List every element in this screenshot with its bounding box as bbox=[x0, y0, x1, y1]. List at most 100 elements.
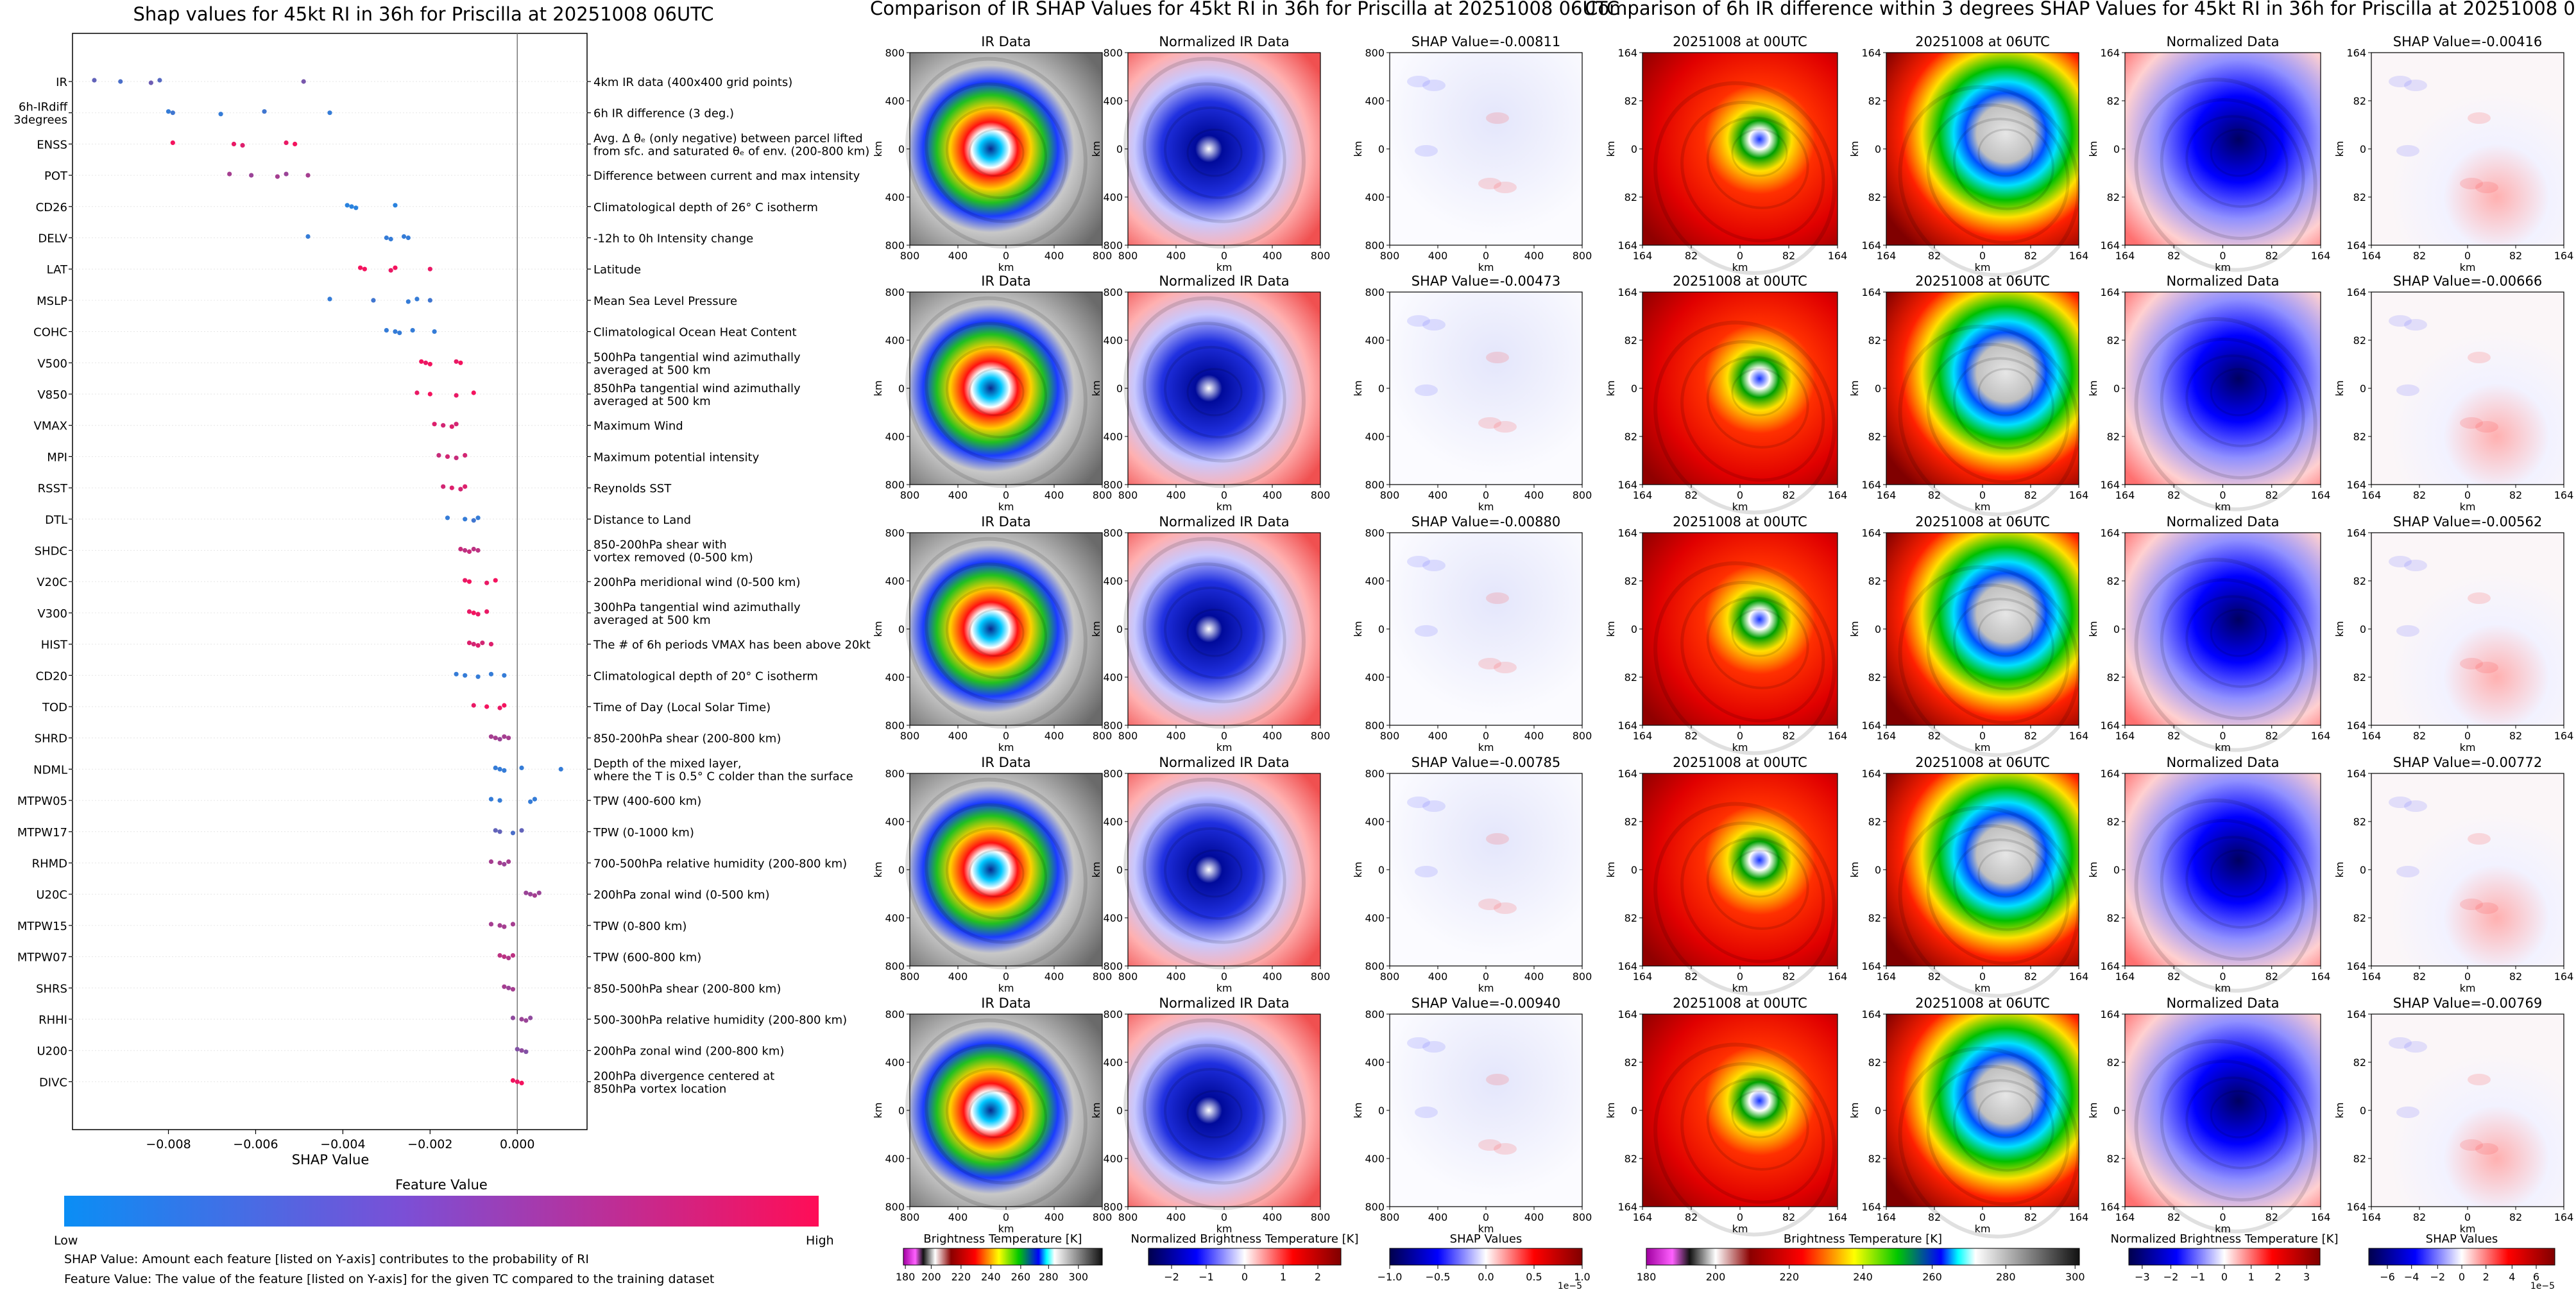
cloud-band bbox=[1653, 81, 1837, 275]
colorbar-tick-label: 260 bbox=[1011, 1271, 1031, 1283]
map-ytick-label: 164 bbox=[2100, 768, 2120, 780]
map-xtick-label: 82 bbox=[2413, 250, 2426, 262]
map-xtick-label: 82 bbox=[2413, 1211, 2426, 1223]
map-ytick-label: 82 bbox=[1625, 816, 1637, 828]
shap-point bbox=[471, 642, 476, 647]
map-xtick-label: 164 bbox=[2069, 970, 2089, 983]
map-xlabel: km bbox=[2460, 501, 2476, 513]
map-xtick-label: 82 bbox=[2509, 1211, 2522, 1223]
map-panel-dn bbox=[2125, 533, 2321, 725]
map-xtick-label: 164 bbox=[2115, 489, 2135, 501]
panel-title: 20251008 at 06UTC bbox=[1915, 995, 2050, 1011]
map-ytick-label: 164 bbox=[1861, 479, 1881, 491]
map-xlabel: km bbox=[1478, 1223, 1494, 1235]
shap-blob bbox=[1478, 899, 1501, 910]
map-ytick-label: 800 bbox=[885, 286, 905, 298]
feature-desc-label: Climatological Ocean Heat Content bbox=[593, 326, 797, 340]
map-ytick-label: 800 bbox=[1365, 286, 1385, 298]
shap-blob bbox=[2475, 182, 2498, 193]
panel-title: Normalized Data bbox=[2167, 514, 2280, 530]
cloud-band bbox=[1952, 117, 2054, 211]
feature-desc-label: 850-500hPa shear (200-800 km) bbox=[593, 982, 781, 995]
shap-point bbox=[497, 737, 502, 742]
map-ytick-label: 0 bbox=[898, 864, 905, 876]
cloud-band bbox=[2160, 338, 2305, 479]
shap-value-title: SHAP Value=-0.00880 bbox=[1412, 514, 1561, 530]
map-ytick-label: 164 bbox=[1617, 239, 1637, 252]
map-xtick-label: 82 bbox=[2265, 730, 2278, 742]
feature-desc-label: Difference between current and max inten… bbox=[593, 169, 860, 183]
colorbar-tick-label: 0 bbox=[2221, 1271, 2228, 1283]
map-xtick-label: 82 bbox=[1685, 489, 1698, 501]
map-xtick-label: 0 bbox=[1221, 970, 1227, 983]
map-xtick-label: 164 bbox=[2362, 489, 2382, 501]
shap-point bbox=[262, 109, 267, 114]
map-xtick-label: 164 bbox=[2311, 250, 2331, 262]
cloud-band bbox=[1706, 837, 1809, 930]
map-ytick-label: 82 bbox=[1868, 1153, 1881, 1165]
feature-desc-label: Depth of the mixed layer, bbox=[593, 757, 742, 770]
shap-point bbox=[510, 1078, 516, 1083]
map-xtick-label: 164 bbox=[1877, 970, 1897, 983]
map-xtick-label: 0 bbox=[1221, 489, 1227, 501]
map-xlabel: km bbox=[2460, 1223, 2476, 1235]
map-ytick-label: 800 bbox=[1365, 479, 1385, 491]
panel-title: 20251008 at 00UTC bbox=[1673, 273, 1807, 289]
colorbar-tick-label: 240 bbox=[1853, 1271, 1873, 1283]
shap-blob bbox=[2404, 800, 2427, 812]
shap-point bbox=[410, 327, 415, 333]
feature-desc-label: Maximum Wind bbox=[593, 420, 683, 433]
map-xlabel: km bbox=[1732, 501, 1748, 513]
map-ytick-label: 82 bbox=[2107, 575, 2120, 587]
colorbar-tick-label: 0.5 bbox=[1526, 1271, 1542, 1283]
panel-title: 20251008 at 06UTC bbox=[1915, 34, 2050, 49]
map-ytick-label: 0 bbox=[1116, 1105, 1123, 1117]
shap-point bbox=[502, 861, 507, 867]
map-ytick-label: 164 bbox=[2346, 47, 2366, 59]
map-ylabel: km bbox=[1605, 621, 1617, 637]
feature-desc-label: 850-200hPa shear with bbox=[593, 538, 727, 552]
map-ytick-label: 800 bbox=[885, 1008, 905, 1021]
map-ylabel: km bbox=[1848, 141, 1861, 157]
colorbar-tick-label: −1.0 bbox=[1378, 1271, 1403, 1283]
map-ytick-label: 800 bbox=[885, 1201, 905, 1213]
map-xtick-label: 0 bbox=[1483, 730, 1489, 742]
cloud-band bbox=[2134, 1039, 2317, 1234]
map-xtick-label: 82 bbox=[2167, 1211, 2180, 1223]
map-panel-d1 bbox=[1642, 533, 1838, 725]
map-xlabel: km bbox=[998, 741, 1014, 754]
shap-point bbox=[484, 609, 490, 614]
cloud-band bbox=[1706, 596, 1809, 689]
map-ytick-label: 82 bbox=[1625, 191, 1637, 203]
feature-desc-label: Distance to Land bbox=[593, 513, 691, 527]
cloud-band bbox=[2160, 578, 2305, 720]
map-ytick-label: 0 bbox=[1631, 143, 1637, 155]
map-panel-ir bbox=[910, 53, 1102, 245]
shap-blob bbox=[2389, 76, 2412, 87]
colorbar-label: SHAP Values bbox=[1450, 1232, 1523, 1246]
shap-blob bbox=[1407, 315, 1430, 327]
colorbar-tick-label: 2 bbox=[1315, 1271, 1321, 1283]
shap-point bbox=[427, 392, 432, 397]
map-ylabel: km bbox=[1090, 141, 1102, 157]
xtick-label: −0.008 bbox=[146, 1137, 191, 1151]
shap-point bbox=[432, 422, 437, 427]
panel-title: IR Data bbox=[981, 995, 1031, 1011]
map-ytick-label: 164 bbox=[2346, 719, 2366, 732]
cloud-band bbox=[1123, 56, 1306, 249]
panel-title: IR Data bbox=[981, 273, 1031, 289]
map-xtick-label: 800 bbox=[1311, 250, 1331, 262]
map-xtick-label: 0 bbox=[1483, 1211, 1489, 1223]
feature-desc-label: 6h IR difference (3 deg.) bbox=[593, 107, 734, 121]
colorbar-tick-label: 300 bbox=[1069, 1271, 1089, 1283]
shap-blob bbox=[1478, 178, 1501, 189]
shap-title: Shap values for 45kt RI in 36h for Prisc… bbox=[133, 3, 713, 25]
panel-title: Normalized Data bbox=[2167, 34, 2280, 49]
shap-point bbox=[218, 112, 223, 117]
map-xtick-label: 164 bbox=[2069, 730, 2089, 742]
shap-point bbox=[305, 173, 311, 178]
map-ytick-label: 164 bbox=[2346, 1201, 2366, 1213]
map-xtick-label: 400 bbox=[1045, 250, 1064, 262]
colorbar-title: Feature Value bbox=[395, 1177, 488, 1193]
map-ytick-label: 800 bbox=[885, 47, 905, 59]
